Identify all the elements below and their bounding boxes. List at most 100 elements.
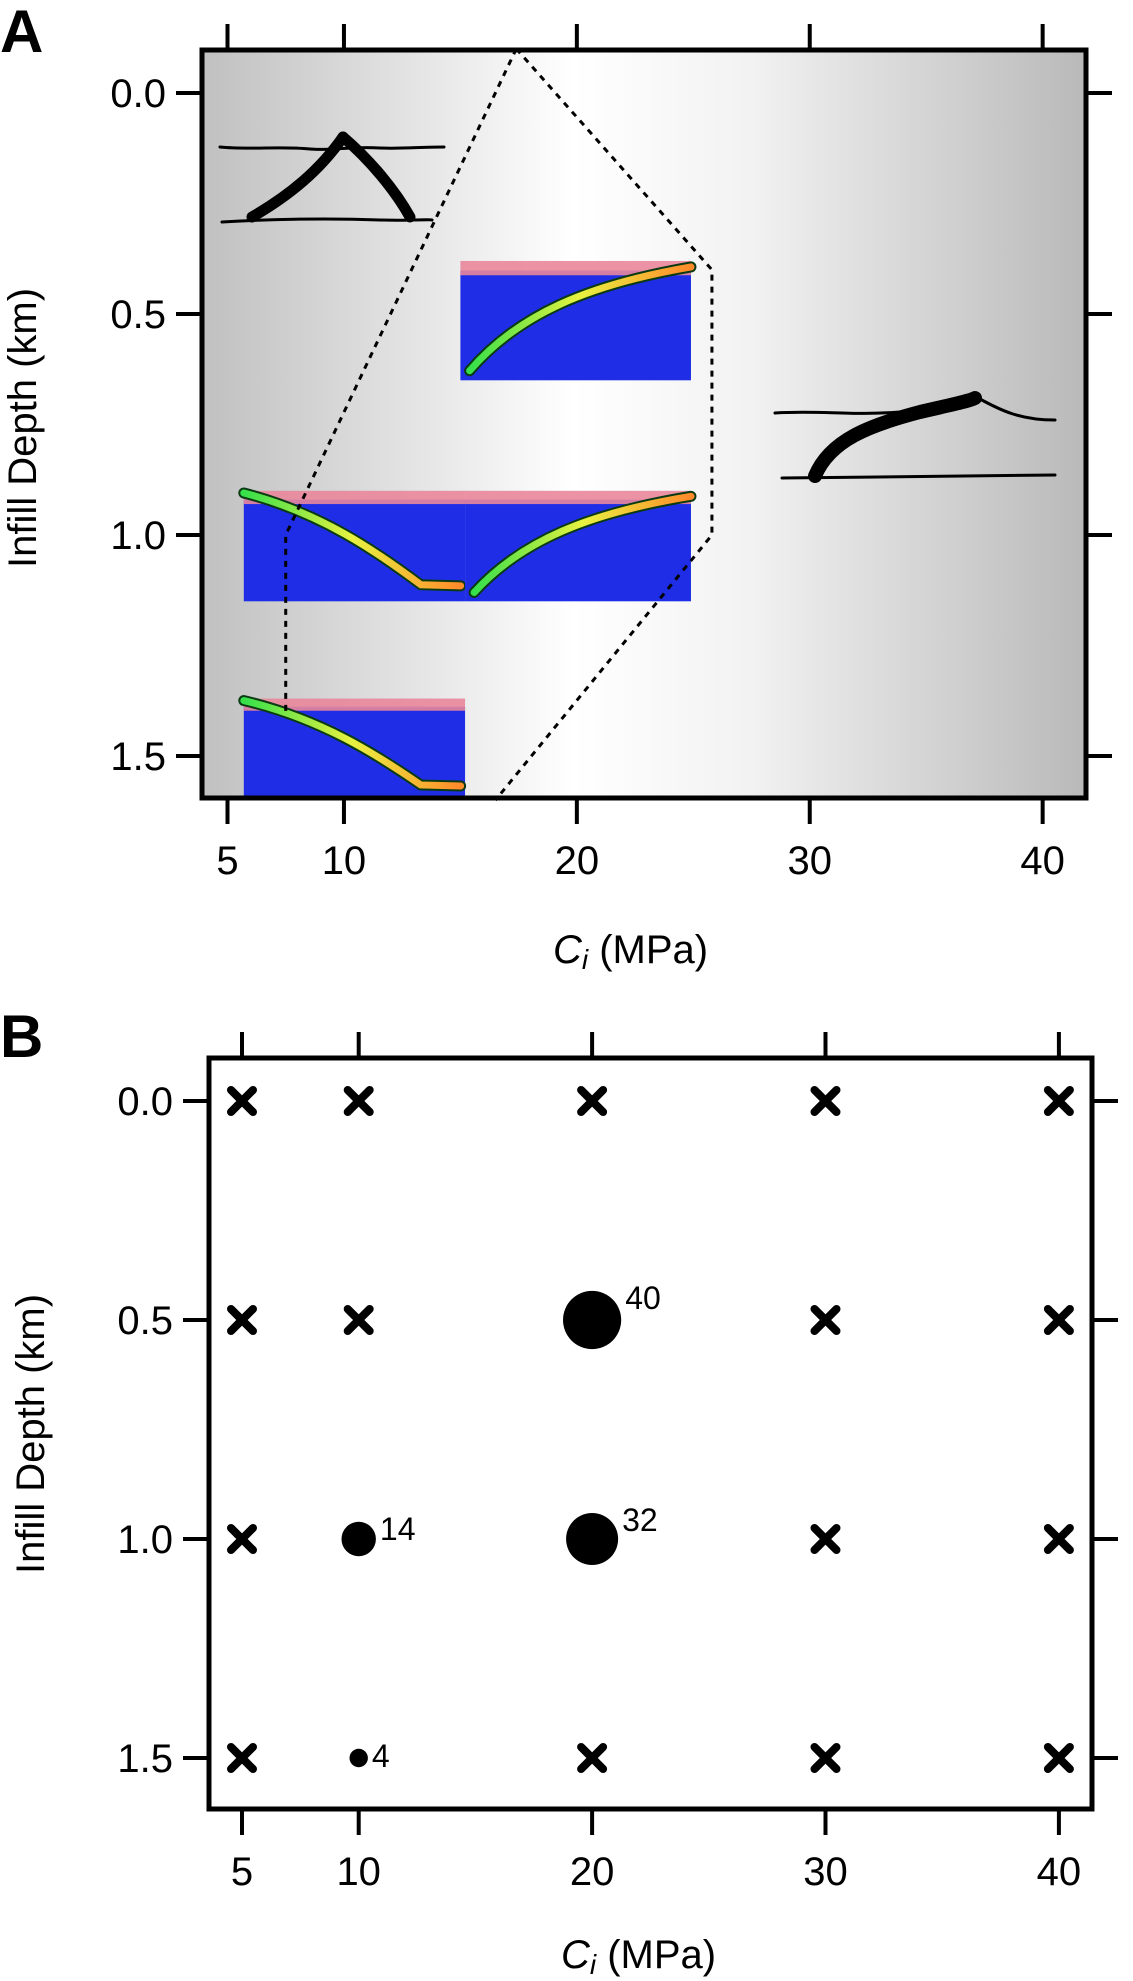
y-tick-label: 0.0 (110, 72, 166, 116)
snapshot-low-0.5 (460, 260, 697, 381)
x-tick-label: 40 (1037, 1850, 1082, 1894)
x-tick-label: 30 (803, 1850, 848, 1894)
no-event-marker (1043, 1743, 1074, 1773)
panel-b-xlabel-var: C (561, 1933, 591, 1977)
regime-boundary-right (494, 47, 714, 802)
snapshot-slab (466, 263, 695, 375)
x-tick-label: 10 (322, 839, 367, 883)
panel-a-xlabel-unit: (MPa) (588, 928, 708, 972)
y-tick-label: 0.5 (110, 293, 166, 337)
cross-stroke (1043, 1305, 1074, 1335)
no-event-marker (227, 1743, 257, 1773)
snapshot-sediment (243, 490, 466, 505)
snapshot-mantle (465, 499, 691, 602)
panel-b-xlabel: Ci (MPa) (561, 1933, 716, 1980)
snapshot-sediment (460, 260, 691, 276)
panel-a-boundaries (284, 47, 714, 802)
no-event-marker (577, 1743, 608, 1773)
no-event-marker (1043, 1086, 1074, 1116)
x-tick-label: 5 (216, 839, 238, 883)
panel-b-xlabel-unit: (MPa) (596, 1933, 716, 1977)
x-tick-label: 20 (555, 839, 600, 883)
panel-b: 5 10 20 30 40 0.0 0.5 1.0 1.5 40 14 32 4 Ci (MPa) I… (9, 1032, 1118, 1980)
panel-b-xlabel-sub: i (590, 1949, 597, 1980)
cross-stroke (810, 1305, 841, 1335)
x-tick-label: 5 (231, 1850, 253, 1894)
y-tick-label: 1.0 (117, 1518, 173, 1562)
cross-stroke (343, 1305, 374, 1335)
cross-stroke (343, 1086, 374, 1116)
snapshot-low-1.5 (238, 695, 467, 801)
cross-stroke (1043, 1743, 1074, 1773)
panel-a-xlabel-sub: i (582, 944, 589, 975)
snapshot-slab (240, 489, 465, 590)
x-tick-label: 30 (788, 839, 833, 883)
panel-b-frame (206, 1055, 1095, 1812)
cross-stroke (227, 1086, 257, 1116)
snapshot-mantle (460, 270, 691, 381)
no-event-marker (1043, 1524, 1074, 1554)
panel-a-background (202, 50, 1086, 798)
no-event-marker (810, 1743, 841, 1773)
snapshot-mid-1.0 (238, 487, 467, 602)
snapshot-sediment (465, 490, 691, 505)
y-tick-label: 1.0 (110, 514, 166, 558)
cross-stroke (227, 1305, 257, 1335)
y-tick-label: 1.5 (110, 735, 166, 779)
event-marker (341, 1521, 376, 1557)
panel-a-ticks: 5 10 20 30 40 0.0 0.5 1.0 1.5 (110, 24, 1112, 883)
cross-stroke (1043, 1524, 1074, 1554)
schematic-fault-right (337, 131, 416, 223)
cross-stroke (810, 1086, 841, 1116)
no-event-marker (810, 1305, 841, 1335)
no-event-marker (227, 1086, 257, 1116)
y-tick-label: 0.0 (117, 1080, 173, 1124)
schematic-fault-right-dip (808, 391, 982, 483)
event-count-label: 32 (622, 1502, 658, 1538)
cross-stroke (577, 1743, 608, 1773)
cross-stroke (227, 1743, 257, 1773)
cross-stroke (810, 1524, 841, 1554)
panel-b-ticks: 5 10 20 30 40 0.0 0.5 1.0 1.5 (117, 1032, 1118, 1894)
panel-a-letter: A (0, 0, 43, 65)
event-count-label: 14 (380, 1511, 416, 1547)
no-event-marker (227, 1524, 257, 1554)
no-event-marker (577, 1086, 608, 1116)
snapshot-slab (470, 492, 695, 596)
event-count-label: 40 (625, 1280, 661, 1316)
snapshot-high-1.0 (465, 490, 697, 602)
x-tick-label: 10 (336, 1850, 381, 1894)
y-tick-label: 1.5 (117, 1737, 173, 1781)
cross-stroke (577, 1086, 608, 1116)
no-event-marker (343, 1305, 374, 1335)
panel-b-letter: B (0, 1003, 43, 1070)
schematic-fault-left (246, 131, 349, 223)
schematic-base-line (220, 217, 434, 224)
no-event-marker (810, 1524, 841, 1554)
cross-stroke (227, 1524, 257, 1554)
event-marker (349, 1748, 368, 1768)
y-tick-label: 0.5 (117, 1299, 173, 1343)
snapshot-slab (240, 697, 465, 790)
high-strength-schematic (773, 391, 1057, 483)
panel-a-xlabel: Ci (MPa) (553, 928, 708, 975)
no-event-marker (343, 1086, 374, 1116)
x-tick-label: 40 (1020, 839, 1065, 883)
event-marker (563, 1290, 622, 1350)
panel-a-frame (199, 47, 1089, 801)
x-tick-label: 20 (570, 1850, 615, 1894)
event-count-label: 4 (372, 1738, 390, 1774)
no-event-marker (810, 1086, 841, 1116)
panel-b-ylabel: Infill Depth (km) (9, 1294, 53, 1574)
panel-a: 5 10 20 30 40 0.0 0.5 1.0 1.5 Ci (MPa) Infill De… (1, 24, 1112, 975)
low-strength-schematic (218, 131, 446, 224)
panel-a-xlabel-var: C (553, 928, 583, 972)
cross-stroke (1043, 1086, 1074, 1116)
cross-stroke (810, 1743, 841, 1773)
panel-b-marks: 40 14 32 4 (227, 1086, 1074, 1774)
panel-a-ylabel: Infill Depth (km) (1, 288, 45, 568)
snapshot-sediment (243, 698, 466, 711)
panel-a-snapshots (238, 260, 697, 801)
no-event-marker (1043, 1305, 1074, 1335)
